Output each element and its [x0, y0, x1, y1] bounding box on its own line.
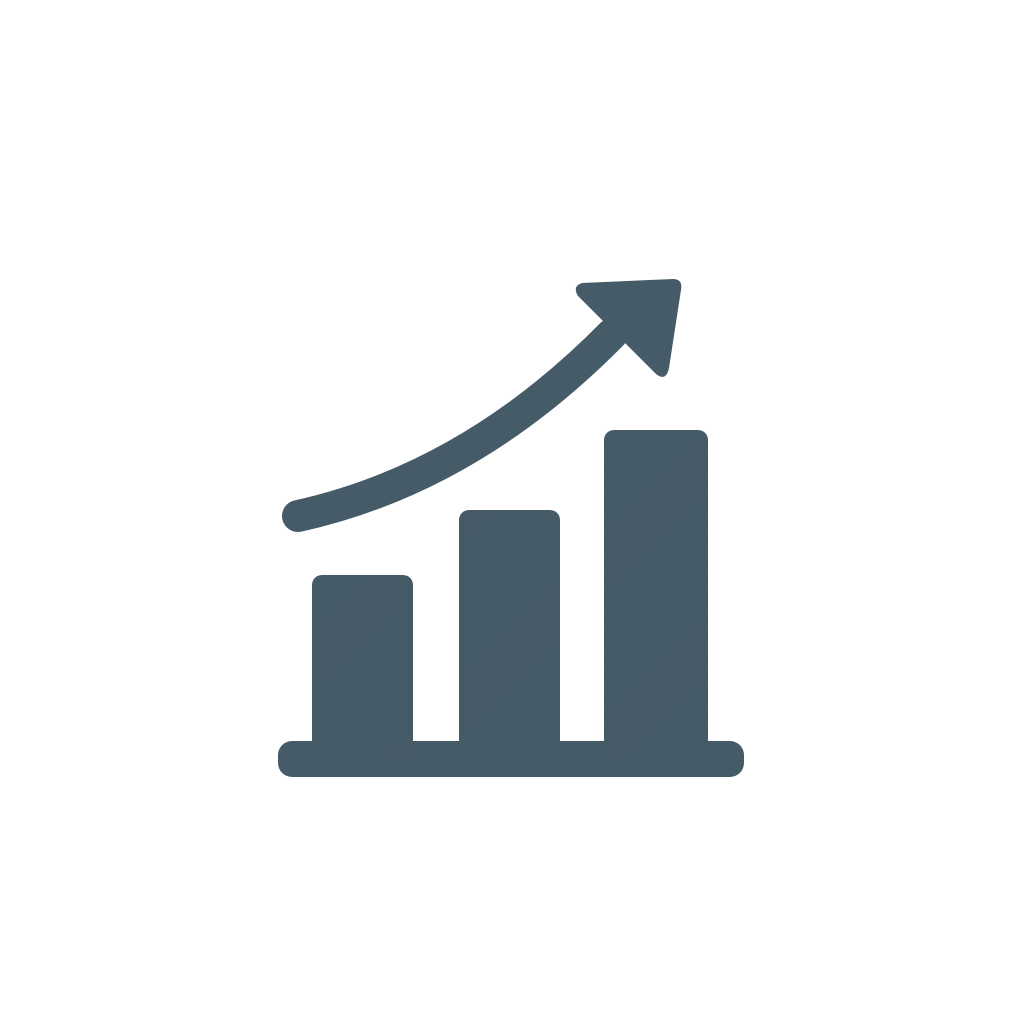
bar-1-texture: [312, 575, 413, 760]
trend-arrow-head: [575, 279, 682, 377]
trend-arrow-shaft: [282, 318, 628, 532]
bar-3-texture: [604, 430, 708, 760]
bar-2-texture: [459, 510, 560, 760]
